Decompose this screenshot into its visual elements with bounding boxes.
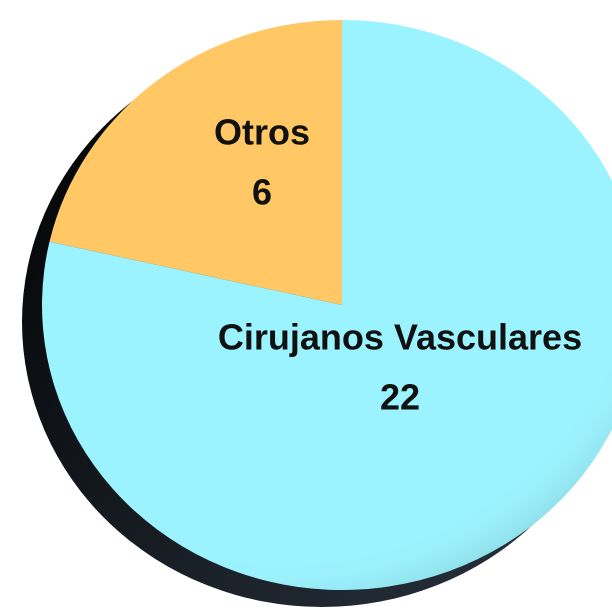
slice-label: Otros bbox=[214, 112, 310, 153]
slice-label: Cirujanos Vasculares bbox=[218, 317, 582, 358]
slice-value: 6 bbox=[252, 172, 272, 213]
slice-value: 22 bbox=[380, 377, 420, 418]
labels: Cirujanos Vasculares 22 Otros 6 bbox=[214, 112, 582, 418]
